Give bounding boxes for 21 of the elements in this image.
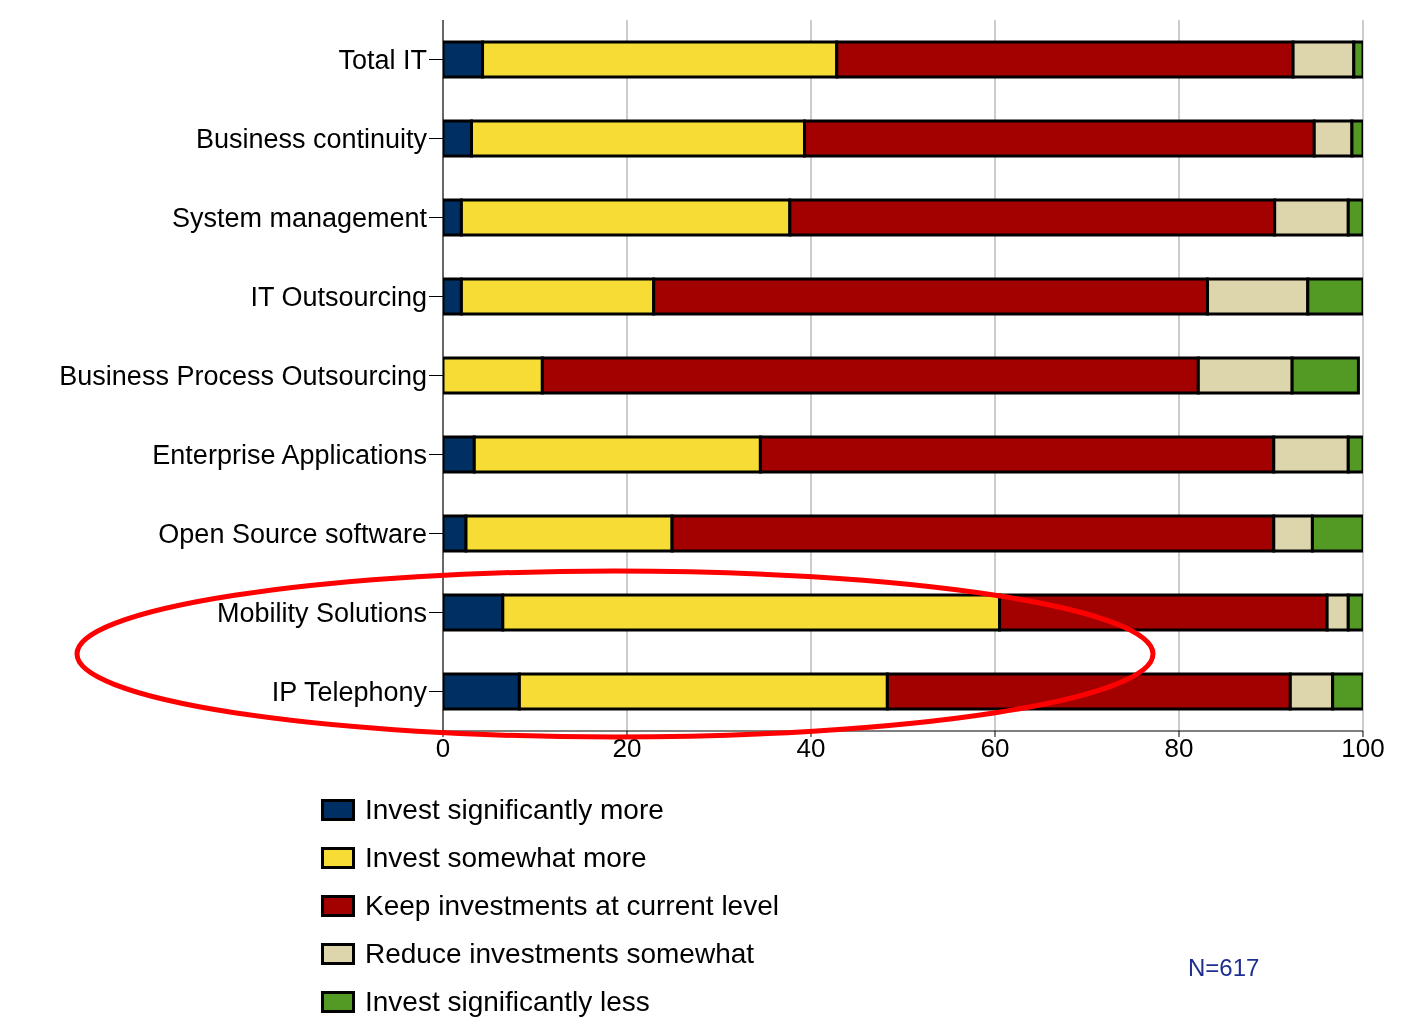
y-tick-label: System management bbox=[171, 203, 428, 234]
x-tick-label: 60 bbox=[980, 733, 1010, 764]
legend-label: Invest somewhat more bbox=[365, 842, 647, 874]
x-tick-label: 80 bbox=[1164, 733, 1194, 764]
x-tick-label: 0 bbox=[435, 733, 451, 764]
y-tick-label: Mobility Solutions bbox=[216, 598, 427, 629]
text: N=617 bbox=[1188, 954, 1260, 982]
y-tick-label: Enterprise Applications bbox=[152, 440, 427, 471]
legend-label: Reduce investments somewhat bbox=[365, 938, 755, 970]
y-tick-label: Business Process Outsourcing bbox=[59, 361, 427, 392]
y-tick-label: Total IT bbox=[338, 45, 427, 76]
y-tick-label: Business continuity bbox=[195, 124, 428, 155]
legend-label: Keep investments at current level bbox=[365, 890, 779, 922]
legend-label: Invest significantly more bbox=[365, 794, 664, 826]
legend-label: Invest significantly less bbox=[365, 986, 650, 1018]
y-tick-label: IP Telephony bbox=[271, 677, 428, 708]
x-tick-label: 100 bbox=[1341, 733, 1385, 764]
x-tick-label: 20 bbox=[612, 733, 642, 764]
y-tick-label: Open Source software bbox=[158, 519, 427, 550]
x-tick-label: 40 bbox=[796, 733, 826, 764]
y-tick-label: IT Outsourcing bbox=[250, 282, 427, 313]
